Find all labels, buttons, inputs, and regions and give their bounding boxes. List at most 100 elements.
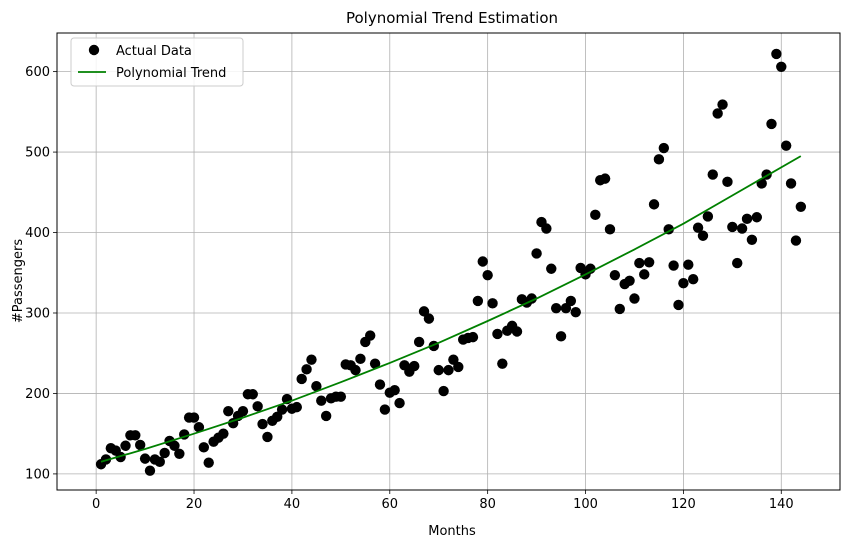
data-point bbox=[609, 269, 621, 281]
data-point bbox=[712, 108, 723, 119]
data-point bbox=[604, 224, 616, 235]
plot-frame bbox=[56, 32, 841, 491]
data-point bbox=[159, 447, 170, 459]
data-point bbox=[785, 178, 797, 189]
legend-label-trend: Polynomial Trend bbox=[116, 66, 226, 81]
data-point bbox=[237, 405, 249, 417]
data-point bbox=[369, 358, 381, 369]
data-point bbox=[487, 298, 498, 309]
x-tick-label: 20 bbox=[186, 497, 203, 512]
data-point bbox=[453, 361, 464, 373]
data-point bbox=[727, 221, 738, 233]
data-point bbox=[531, 248, 542, 259]
data-point bbox=[218, 428, 229, 439]
data-point bbox=[697, 230, 709, 241]
x-tick-label: 120 bbox=[671, 497, 696, 512]
data-point bbox=[262, 431, 273, 443]
data-point bbox=[169, 440, 180, 451]
data-point bbox=[717, 99, 728, 110]
data-point bbox=[546, 263, 557, 274]
trend-line bbox=[100, 155, 802, 463]
y-tick-label: 600 bbox=[25, 65, 50, 80]
data-point bbox=[639, 269, 650, 280]
data-point bbox=[291, 401, 302, 413]
grid-lines bbox=[57, 33, 840, 490]
data-point bbox=[467, 331, 479, 343]
data-point bbox=[355, 353, 366, 365]
data-point bbox=[790, 235, 802, 246]
data-point bbox=[423, 313, 435, 324]
data-point bbox=[599, 173, 611, 184]
x-tick-label: 60 bbox=[382, 497, 399, 512]
data-point bbox=[570, 306, 581, 318]
data-point bbox=[438, 385, 449, 397]
x-axis-label: Months bbox=[428, 524, 476, 539]
x-tick-label: 80 bbox=[479, 497, 496, 512]
data-point bbox=[174, 448, 185, 459]
legend-marker-actual bbox=[88, 44, 100, 56]
data-point bbox=[276, 404, 288, 415]
data-point bbox=[492, 328, 503, 340]
data-point bbox=[736, 223, 748, 234]
data-point bbox=[335, 391, 347, 402]
data-point bbox=[134, 439, 146, 451]
data-point bbox=[311, 381, 322, 392]
data-point bbox=[795, 201, 807, 212]
data-point bbox=[257, 418, 268, 430]
data-point bbox=[678, 278, 689, 289]
legend-box bbox=[70, 37, 244, 87]
data-point bbox=[120, 440, 131, 451]
chart-title: Polynomial Trend Estimation bbox=[346, 9, 558, 27]
data-point bbox=[550, 302, 562, 314]
data-point bbox=[766, 118, 777, 130]
data-point bbox=[555, 331, 567, 342]
data-point bbox=[443, 364, 454, 376]
data-point bbox=[746, 234, 758, 245]
data-point bbox=[139, 453, 151, 464]
x-tick-label: 0 bbox=[92, 497, 100, 512]
data-point bbox=[497, 358, 508, 369]
data-point bbox=[722, 176, 733, 188]
data-point bbox=[629, 293, 640, 304]
data-point bbox=[409, 360, 420, 372]
data-point bbox=[365, 330, 376, 341]
x-tick-label: 140 bbox=[769, 497, 794, 512]
data-point bbox=[350, 364, 361, 376]
y-tick-label: 300 bbox=[25, 306, 50, 321]
data-point bbox=[643, 257, 655, 268]
data-point bbox=[472, 295, 484, 307]
data-point bbox=[374, 379, 386, 390]
data-point bbox=[692, 222, 704, 233]
data-point bbox=[702, 211, 714, 222]
data-point bbox=[634, 257, 645, 269]
data-point bbox=[780, 140, 792, 151]
y-axis-ticks: 100 200 300 400 500 600 bbox=[25, 65, 57, 482]
data-point bbox=[590, 209, 601, 221]
data-point bbox=[130, 430, 141, 441]
y-tick-label: 500 bbox=[25, 146, 50, 161]
data-point bbox=[482, 269, 493, 281]
data-point bbox=[389, 385, 400, 396]
x-axis-ticks: 0 20 40 60 80 100 120 140 bbox=[92, 490, 794, 512]
data-point bbox=[320, 410, 332, 422]
data-point bbox=[154, 456, 165, 468]
data-point bbox=[144, 465, 156, 476]
data-point bbox=[296, 373, 307, 385]
data-point bbox=[247, 389, 258, 400]
data-point bbox=[653, 154, 665, 165]
data-point bbox=[306, 354, 317, 365]
data-point bbox=[223, 405, 234, 417]
legend-label-actual: Actual Data bbox=[116, 44, 192, 59]
data-point bbox=[541, 223, 552, 234]
data-point bbox=[673, 299, 684, 311]
data-point bbox=[732, 257, 743, 269]
data-point bbox=[668, 260, 679, 271]
data-point bbox=[658, 142, 670, 154]
data-point bbox=[511, 326, 523, 337]
legend: Actual Data Polynomial Trend bbox=[70, 37, 244, 87]
data-point bbox=[193, 422, 205, 433]
data-point bbox=[394, 397, 405, 409]
data-point bbox=[707, 169, 718, 180]
data-point bbox=[771, 48, 782, 60]
